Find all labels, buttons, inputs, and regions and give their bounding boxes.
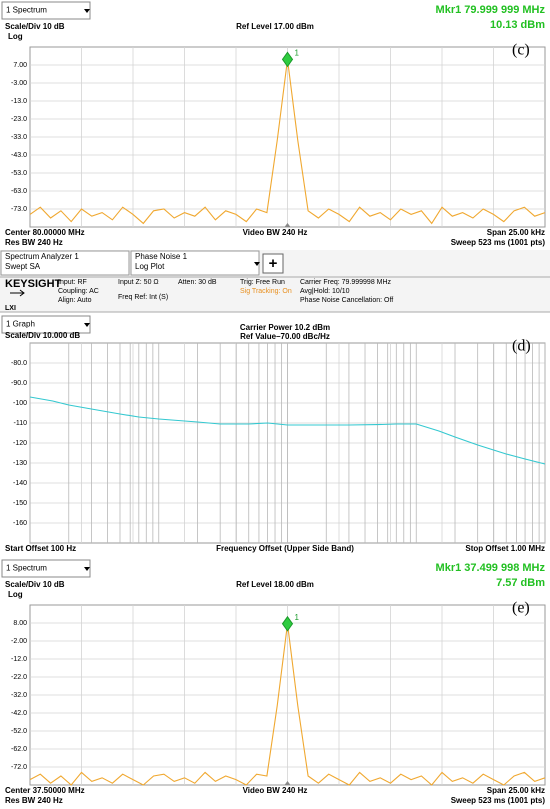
mode: Swept SA [5,262,41,271]
y-tick-label: -32.0 [11,692,27,699]
y-tick-label: -52.0 [11,728,27,735]
setting: Freq Ref: Int (S) [118,294,168,301]
marker-amplitude: 10.13 dBm [490,19,545,31]
view: Log Plot [135,262,165,271]
setting: Phase Noise Cancellation: Off [300,297,393,304]
setting: Align: Auto [58,297,92,304]
marker-label: 1 [295,613,300,622]
brand-icon [10,289,25,297]
carrier-power: Carrier Power 10.2 dBm [240,323,330,332]
app-box[interactable] [0,250,130,276]
y-tick-label: -22.0 [11,674,27,681]
panel-label: (c) [512,42,530,59]
measurement: Phase Noise 1 [135,252,188,261]
marker-frequency: Mkr1 37.499 998 MHz [436,562,546,574]
y-tick-label: -2.00 [11,638,27,645]
span: Span 25.00 kHz [487,228,545,237]
y-tick-label: -130 [13,460,27,467]
center-frequency: Center 37.50000 MHz [5,786,85,795]
sweep: Sweep 523 ms (1001 pts) [451,238,546,247]
y-tick-label: -42.0 [11,710,27,717]
setting: Trig: Free Run [240,279,285,286]
y-tick-label: -33.0 [11,134,27,141]
setting: Carrier Freq: 79.999998 MHz [300,279,392,286]
video-bw: Video BW 240 Hz [243,786,308,795]
ref-level: Ref Level 17.00 dBm [236,22,314,31]
y-tick-label: -110 [14,420,28,427]
lxi: LXI [5,305,16,312]
sweep: Sweep 523 ms (1001 pts) [451,796,546,805]
y-tick-label: -100 [13,400,27,407]
x-start: Start Offset 100 Hz [5,544,76,553]
add-button-label: + [269,255,278,272]
y-tick-label: -73.0 [11,206,27,213]
y-tick-label: -72.0 [11,764,27,771]
y-tick-label: 7.00 [13,62,27,69]
trace [29,396,546,465]
panel-label: (d) [512,338,531,355]
dropdown-label: 1 Spectrum [6,564,47,573]
marker-amplitude: 7.57 dBm [496,577,545,589]
marker [281,615,294,632]
dropdown[interactable] [1,559,91,578]
scale-type: Log [8,32,23,41]
setting: Avg|Hold: 10/10 [300,288,350,295]
y-tick-label: -23.0 [11,116,27,123]
res-bw: Res BW 240 Hz [5,238,63,247]
scale-div: Scale/Div 10.000 dB [5,331,80,340]
y-tick-label: -120 [13,440,27,447]
dropdown-label: 1 Spectrum [6,6,47,15]
dropdown[interactable] [1,1,91,20]
y-tick-label: -160 [13,520,27,527]
y-tick-label: -80.0 [11,360,27,367]
y-tick-label: -53.0 [11,170,27,177]
y-tick-label: -13.0 [11,98,27,105]
scale-type: Log [8,590,23,599]
y-tick-label: -140 [13,480,27,487]
y-tick-label: -62.0 [11,746,27,753]
dropdown[interactable] [1,315,91,334]
setting: Input: RF [58,279,87,286]
dropdown-arrow [254,262,260,266]
marker [281,51,294,68]
setting: Atten: 30 dB [178,279,217,286]
y-tick-label: -3.00 [11,80,27,87]
center-marker [284,781,291,785]
brand: KEYSIGHT [5,278,62,290]
dropdown-label: 1 Graph [6,320,35,329]
span: Span 25.00 kHz [487,786,545,795]
y-tick-label: -12.0 [11,656,27,663]
center-marker [284,223,291,227]
x-stop: Stop Offset 1.00 MHz [465,544,545,553]
setting: Sig Tracking: On [240,288,292,295]
y-tick-label: -63.0 [11,188,27,195]
ref-value: Ref Value–70.00 dBc/Hz [240,332,330,341]
panel-label: (e) [512,600,530,617]
video-bw: Video BW 240 Hz [243,228,308,237]
setting: Input Z: 50 Ω [118,279,159,286]
add-button[interactable] [262,253,284,274]
y-tick-label: -150 [13,500,27,507]
setting: Coupling: AC [58,288,99,295]
x-axis-label: Frequency Offset (Upper Side Band) [216,544,354,553]
y-tick-label: -90.0 [11,380,27,387]
ref-level: Ref Level 18.00 dBm [236,580,314,589]
center-frequency: Center 80.00000 MHz [5,228,85,237]
marker-frequency: Mkr1 79.999 999 MHz [436,4,546,16]
dropdown-arrow [84,323,90,327]
app-name: Spectrum Analyzer 1 [5,252,79,261]
marker-label: 1 [295,48,300,57]
y-tick-label: -43.0 [11,152,27,159]
dropdown-arrow [84,9,90,13]
res-bw: Res BW 240 Hz [5,796,63,805]
dropdown-arrow [84,567,90,571]
scale-div: Scale/Div 10 dB [5,580,65,589]
scale-div: Scale/Div 10 dB [5,22,65,31]
y-tick-label: 8.00 [13,620,27,627]
